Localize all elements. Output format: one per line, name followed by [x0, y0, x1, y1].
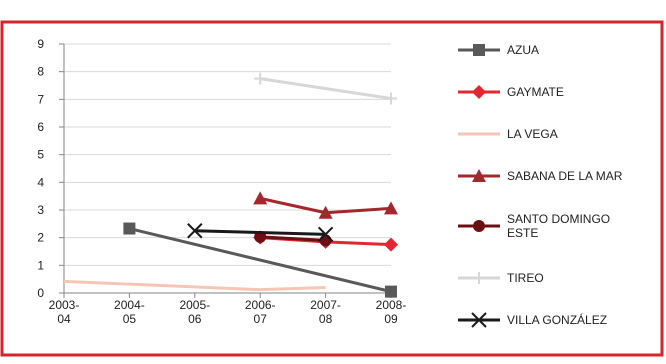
- legend-label-line: VILLA GONZÁLEZ: [507, 312, 607, 327]
- legend-item-6: VILLA GONZÁLEZ: [458, 312, 607, 328]
- x-tick-label-line: 2006-: [245, 298, 276, 312]
- legend-item-3: SABANA DE LA MAR: [458, 169, 623, 183]
- legend-label-line: AZUA: [507, 43, 539, 57]
- x-tick-label-line: 04: [57, 312, 71, 326]
- y-tick-label: 5: [37, 148, 44, 162]
- legend-item-1: GAYMATE: [458, 85, 564, 99]
- legend-label: VILLA GONZÁLEZ: [507, 312, 607, 327]
- series-line: [259, 77, 392, 100]
- legend-label-line: ESTE: [507, 226, 538, 240]
- legend-label-line: LA VEGA: [507, 127, 558, 141]
- y-tick-label: 3: [37, 203, 44, 217]
- x-tick-label-line: 08: [319, 312, 333, 326]
- legend-swatch-marker: [471, 312, 487, 328]
- legend-label: SANTO DOMINGO ESTE: [507, 212, 610, 240]
- series-line: [260, 235, 326, 242]
- legend-label: AZUA: [507, 43, 539, 57]
- legend-item-5: TIREO: [458, 271, 544, 285]
- legend-swatch-marker: [473, 44, 485, 56]
- y-tick-label: 2: [37, 231, 44, 245]
- x-tick-label-line: 2007-: [310, 298, 341, 312]
- y-tick-label: 8: [37, 65, 44, 79]
- x-tick-label: 2003-04: [49, 298, 80, 326]
- series-line: [129, 227, 392, 294]
- legend-label-line: TIREO: [507, 271, 544, 285]
- series-line: [194, 229, 326, 236]
- data-point: [384, 237, 398, 252]
- x-tick-label: 2006-07: [245, 298, 276, 326]
- data-point: [318, 205, 333, 219]
- y-tick-label: 0: [37, 286, 44, 300]
- series-line: [63, 279, 326, 292]
- x-tick-label-line: 07: [254, 312, 268, 326]
- chart-border: [0, 20, 664, 357]
- series-0: [123, 222, 397, 298]
- y-tick-label: 1: [37, 258, 44, 272]
- series-2: [63, 279, 326, 292]
- y-tick-label: 7: [37, 92, 44, 106]
- x-tick-label-line: 06: [188, 312, 202, 326]
- data-point: [317, 226, 334, 243]
- x-tick-label-line: 2004-: [114, 298, 145, 312]
- data-point: [385, 92, 397, 105]
- data-point: [385, 285, 397, 298]
- y-tick-label: 9: [37, 37, 44, 51]
- data-point: [123, 222, 136, 235]
- y-tick-label: 6: [37, 120, 44, 134]
- x-tick-label-line: 2008-: [376, 298, 407, 312]
- legend-swatch-marker: [473, 220, 485, 232]
- legend-label: SABANA DE LA MAR: [507, 169, 623, 183]
- legend-swatch-marker: [472, 169, 486, 182]
- data-point: [187, 223, 203, 239]
- legend-item-0: AZUA: [458, 43, 539, 57]
- data-point: [384, 201, 398, 215]
- x-tick-label-line: 09: [384, 312, 398, 326]
- legend-label: GAYMATE: [507, 85, 564, 99]
- x-tick-label: 2004-05: [114, 298, 145, 326]
- legend-item-4: SANTO DOMINGO ESTE: [458, 212, 610, 240]
- series-5: [254, 72, 397, 105]
- legend-label: LA VEGA: [507, 127, 558, 141]
- x-tick-label-line: 2005-: [179, 298, 210, 312]
- series-6: [187, 223, 334, 243]
- data-point: [253, 191, 268, 205]
- data-point: [254, 72, 267, 85]
- x-tick-label: 2007-08: [310, 298, 341, 326]
- y-tick-label: 4: [37, 175, 44, 189]
- data-point: [319, 234, 332, 247]
- x-tick-label-line: 05: [123, 312, 137, 326]
- x-tick-label: 2005-06: [179, 298, 210, 326]
- legend-label-line: GAYMATE: [507, 85, 564, 99]
- legend-swatch-marker: [472, 85, 486, 99]
- legend-swatch-marker: [473, 272, 485, 284]
- legend-label-line: SANTO DOMINGO: [507, 212, 610, 226]
- legend-item-2: LA VEGA: [458, 127, 558, 141]
- legend-label-line: SABANA DE LA MAR: [507, 169, 623, 183]
- x-tick-label-line: 2003-: [49, 298, 80, 312]
- x-tick-label: 2008-09: [376, 298, 407, 326]
- series-3: [253, 191, 398, 219]
- legend-label: TIREO: [507, 271, 544, 285]
